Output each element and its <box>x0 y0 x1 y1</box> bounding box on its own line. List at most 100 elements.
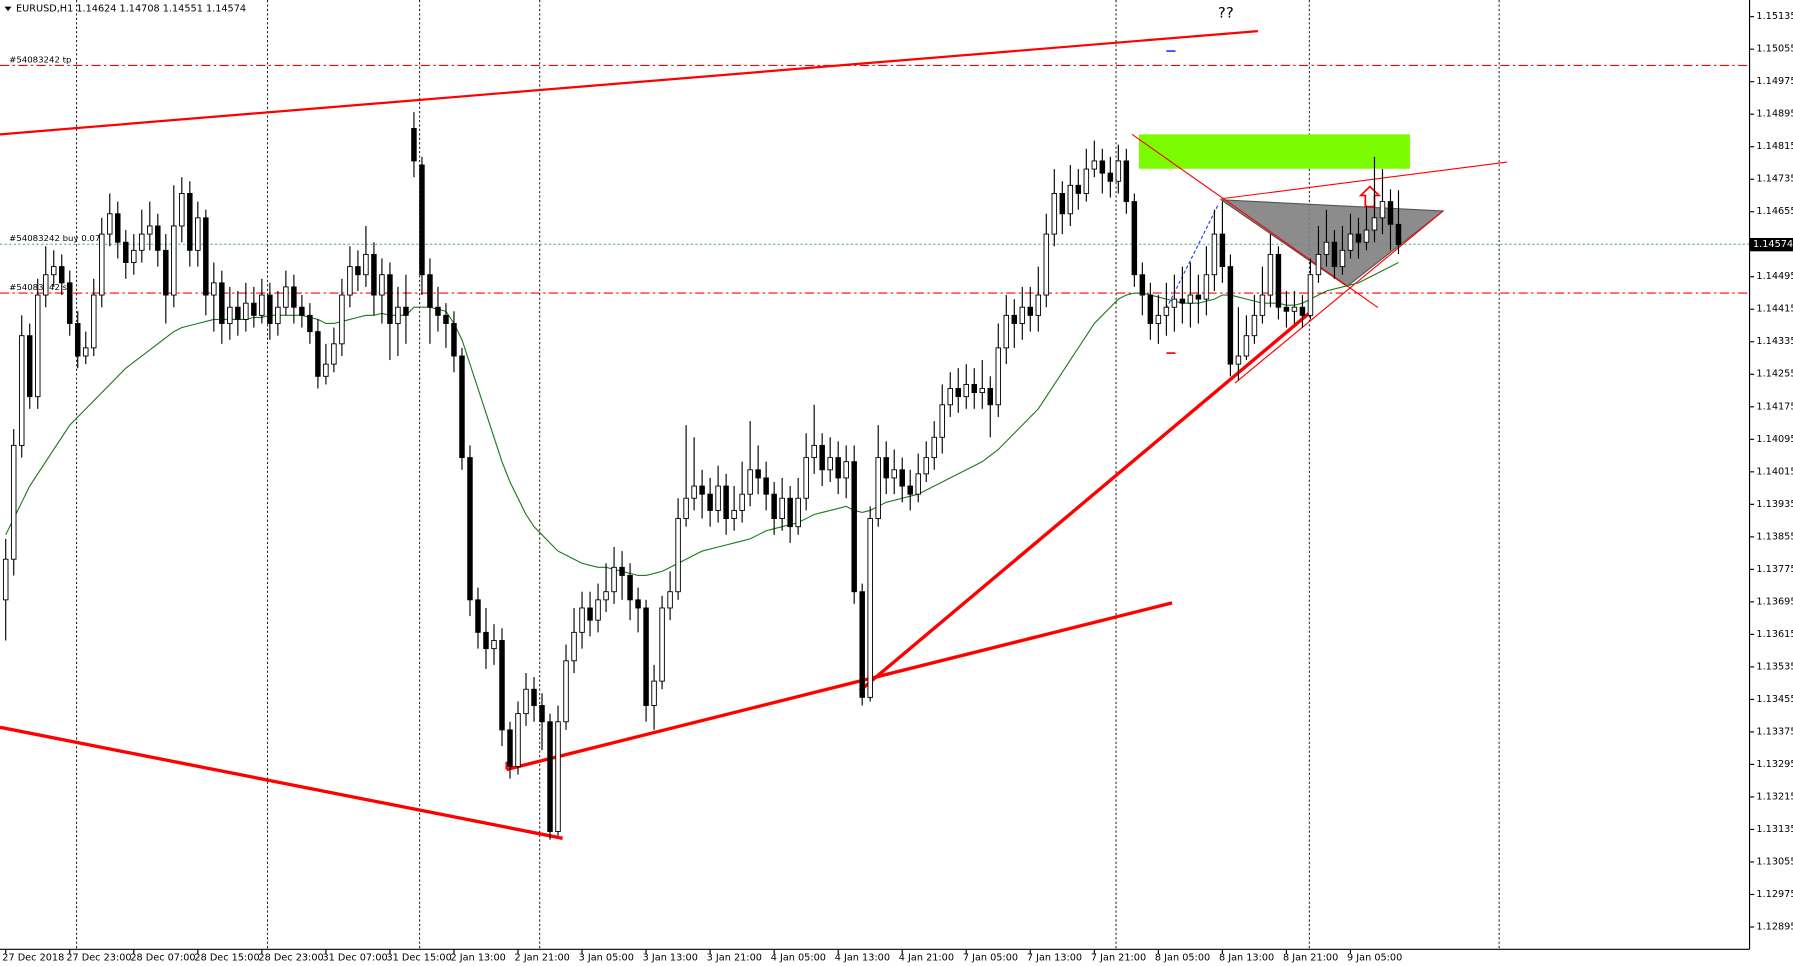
candle-body <box>299 306 305 316</box>
y-tick-label: 1.13455 <box>1756 694 1793 705</box>
y-tick-label: 1.13695 <box>1756 596 1793 607</box>
x-tick-label: 4 Jan 05:00 <box>771 953 826 964</box>
candle-body <box>1355 233 1362 243</box>
candle-body <box>347 266 353 296</box>
candle-body <box>867 518 873 698</box>
candle-body <box>1123 160 1130 203</box>
candle-body <box>1155 314 1162 324</box>
candle-body <box>1315 253 1322 276</box>
y-tick-label: 1.13375 <box>1756 727 1793 738</box>
candle-body <box>587 607 593 621</box>
trend-line <box>506 601 1173 772</box>
candle-body <box>1283 306 1290 312</box>
order-levels: #54083242 tp #54083242 buy 0.07 #54083242 … <box>0 54 1750 294</box>
candle-body <box>1099 160 1106 174</box>
candle-body <box>1251 314 1258 337</box>
candle-body <box>323 363 329 377</box>
order-level-label: #54083242 buy 0.07 <box>9 233 100 243</box>
candle-body <box>163 249 169 296</box>
candle-body <box>1219 233 1226 268</box>
candle-body <box>1275 253 1282 308</box>
trend-line <box>1221 161 1508 200</box>
x-tick-label: 9 Jan 05:00 <box>1347 953 1402 964</box>
candle-body <box>931 436 937 459</box>
candle-body <box>179 193 185 227</box>
candle-body <box>1059 193 1066 215</box>
candle-body <box>835 457 841 479</box>
candle-body <box>339 294 345 345</box>
candle-body <box>1299 306 1306 316</box>
y-tick-label: 1.14815 <box>1756 141 1793 152</box>
symbol-icon <box>4 6 12 12</box>
candle-body <box>539 705 545 723</box>
candle-body <box>187 193 193 251</box>
candle-body <box>315 331 321 377</box>
candle-body <box>1171 298 1178 308</box>
y-tick-label: 1.13295 <box>1756 759 1793 770</box>
candle-body <box>651 680 657 706</box>
x-tick-label: 7 Jan 21:00 <box>1091 953 1146 964</box>
candle-body <box>1387 201 1394 225</box>
candle-body <box>1227 266 1234 365</box>
candle-body <box>891 469 897 479</box>
candle-body <box>1139 274 1146 296</box>
candle-body <box>371 253 377 296</box>
candle-body <box>1075 184 1082 194</box>
candle-body <box>979 388 986 394</box>
x-tick-label: 27 Dec 2018 <box>2 953 64 964</box>
x-tick-label: 28 Dec 07:00 <box>130 953 195 964</box>
candle-body <box>531 688 537 706</box>
candle-body <box>411 127 417 162</box>
candle-body <box>363 253 369 276</box>
candle-body <box>859 591 865 698</box>
candle-body <box>787 497 793 528</box>
candle-body <box>403 306 409 316</box>
x-tick-label: 31 Dec 15:00 <box>387 953 452 964</box>
y-tick-label: 1.12975 <box>1756 889 1793 900</box>
candle-body <box>1235 355 1242 365</box>
candle-body <box>939 404 945 438</box>
candle-body <box>1371 217 1378 231</box>
candle-body <box>795 497 801 528</box>
candle-body <box>915 473 921 495</box>
candle-body <box>1019 306 1026 324</box>
order-level-label: #54083242 sl <box>9 282 69 292</box>
candle-body <box>355 266 361 276</box>
candle-body <box>683 497 689 520</box>
x-tick-label: 8 Jan 05:00 <box>1155 953 1210 964</box>
candle-body <box>307 314 313 333</box>
candle-body <box>923 457 929 475</box>
candle-body <box>1323 241 1330 255</box>
x-tick-label: 3 Jan 13:00 <box>643 953 698 964</box>
y-tick-label: 1.14415 <box>1756 304 1793 315</box>
candle-body <box>643 607 649 706</box>
trend-line <box>0 29 1258 136</box>
last-price-box <box>1749 237 1793 252</box>
zone <box>1138 134 1410 169</box>
candle-body <box>131 249 137 263</box>
candle-body <box>723 485 729 520</box>
candle-body <box>851 461 857 593</box>
candle-body <box>395 306 401 324</box>
candle-body <box>563 660 569 723</box>
candle-body <box>91 294 97 349</box>
y-tick-label: 1.14655 <box>1756 206 1793 217</box>
candle-body <box>1379 201 1386 219</box>
candle-body <box>731 509 737 520</box>
candle-body <box>595 599 601 621</box>
x-tick-label: 31 Dec 07:00 <box>322 953 387 964</box>
candle-body <box>507 729 513 767</box>
candle-body <box>603 591 609 601</box>
x-tick-label: 2 Jan 21:00 <box>515 953 570 964</box>
candle-body <box>1291 306 1298 312</box>
candle-body <box>739 493 745 511</box>
y-tick-label: 1.14495 <box>1756 271 1793 282</box>
candle-body <box>50 266 57 276</box>
candle-body <box>83 347 89 357</box>
x-tick-label: 2 Jan 13:00 <box>451 953 506 964</box>
candle-body <box>627 575 633 601</box>
y-tick-label: 1.13055 <box>1756 857 1793 868</box>
x-tick-label: 4 Jan 21:00 <box>899 953 954 964</box>
candle-body <box>1179 298 1186 304</box>
